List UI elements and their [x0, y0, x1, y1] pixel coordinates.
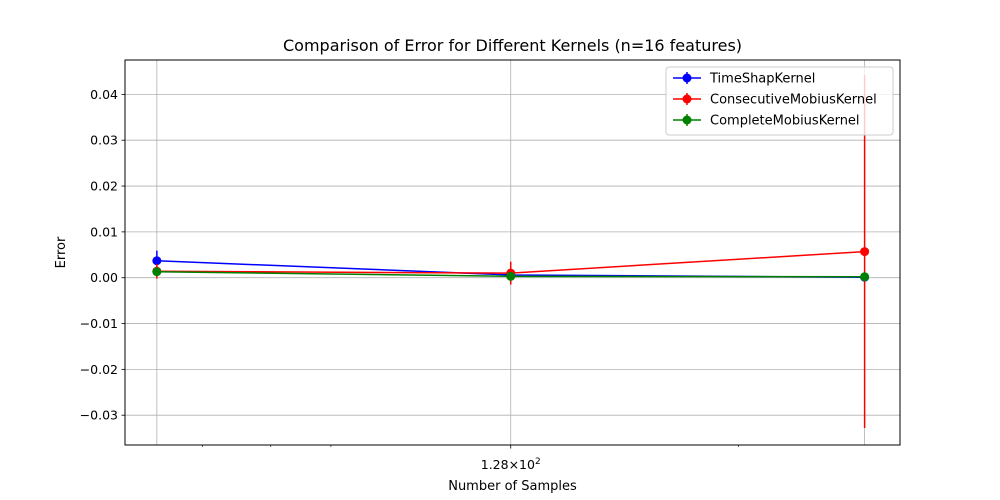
series [152, 267, 870, 282]
legend-label: TimeShapKernel [709, 72, 815, 87]
plot-frame [124, 59, 901, 446]
y-axis-ticks: 0.04 0.03 0.02 0.01 0.00 −0.01 −0.02 −0.03 [80, 87, 125, 423]
data-point [860, 247, 870, 257]
y-tick-label: −0.01 [80, 316, 118, 331]
x-axis-ticks: 1.28×102 [202, 445, 739, 472]
data-point [152, 267, 162, 277]
data-point [860, 272, 870, 282]
y-tick-label: 0.04 [90, 87, 118, 102]
legend-marker [682, 94, 692, 104]
chart-title: Comparison of Error for Different Kernel… [283, 36, 742, 55]
data-point [152, 256, 162, 266]
y-tick-label: 0.03 [90, 133, 118, 148]
legend: TimeShapKernel ConsecutiveMobiusKernel Com… [665, 66, 894, 136]
legend-marker [682, 73, 692, 83]
x-tick-label: 1.28×102 [481, 457, 541, 472]
legend-marker [682, 115, 692, 125]
y-tick-label: 0.01 [90, 224, 118, 239]
legend-label: CompleteMobiusKernel [710, 114, 860, 129]
y-tick-label: 0.02 [90, 179, 118, 194]
y-tick-label: −0.02 [80, 362, 118, 377]
plot-series [152, 75, 870, 429]
data-point [506, 271, 516, 281]
y-axis-label: Error [54, 236, 69, 268]
x-axis-label: Number of Samples [448, 479, 577, 494]
y-tick-label: 0.00 [90, 270, 118, 285]
legend-box [665, 66, 894, 136]
y-tick-label: −0.03 [80, 408, 118, 423]
legend-label: ConsecutiveMobiusKernel [710, 93, 877, 108]
